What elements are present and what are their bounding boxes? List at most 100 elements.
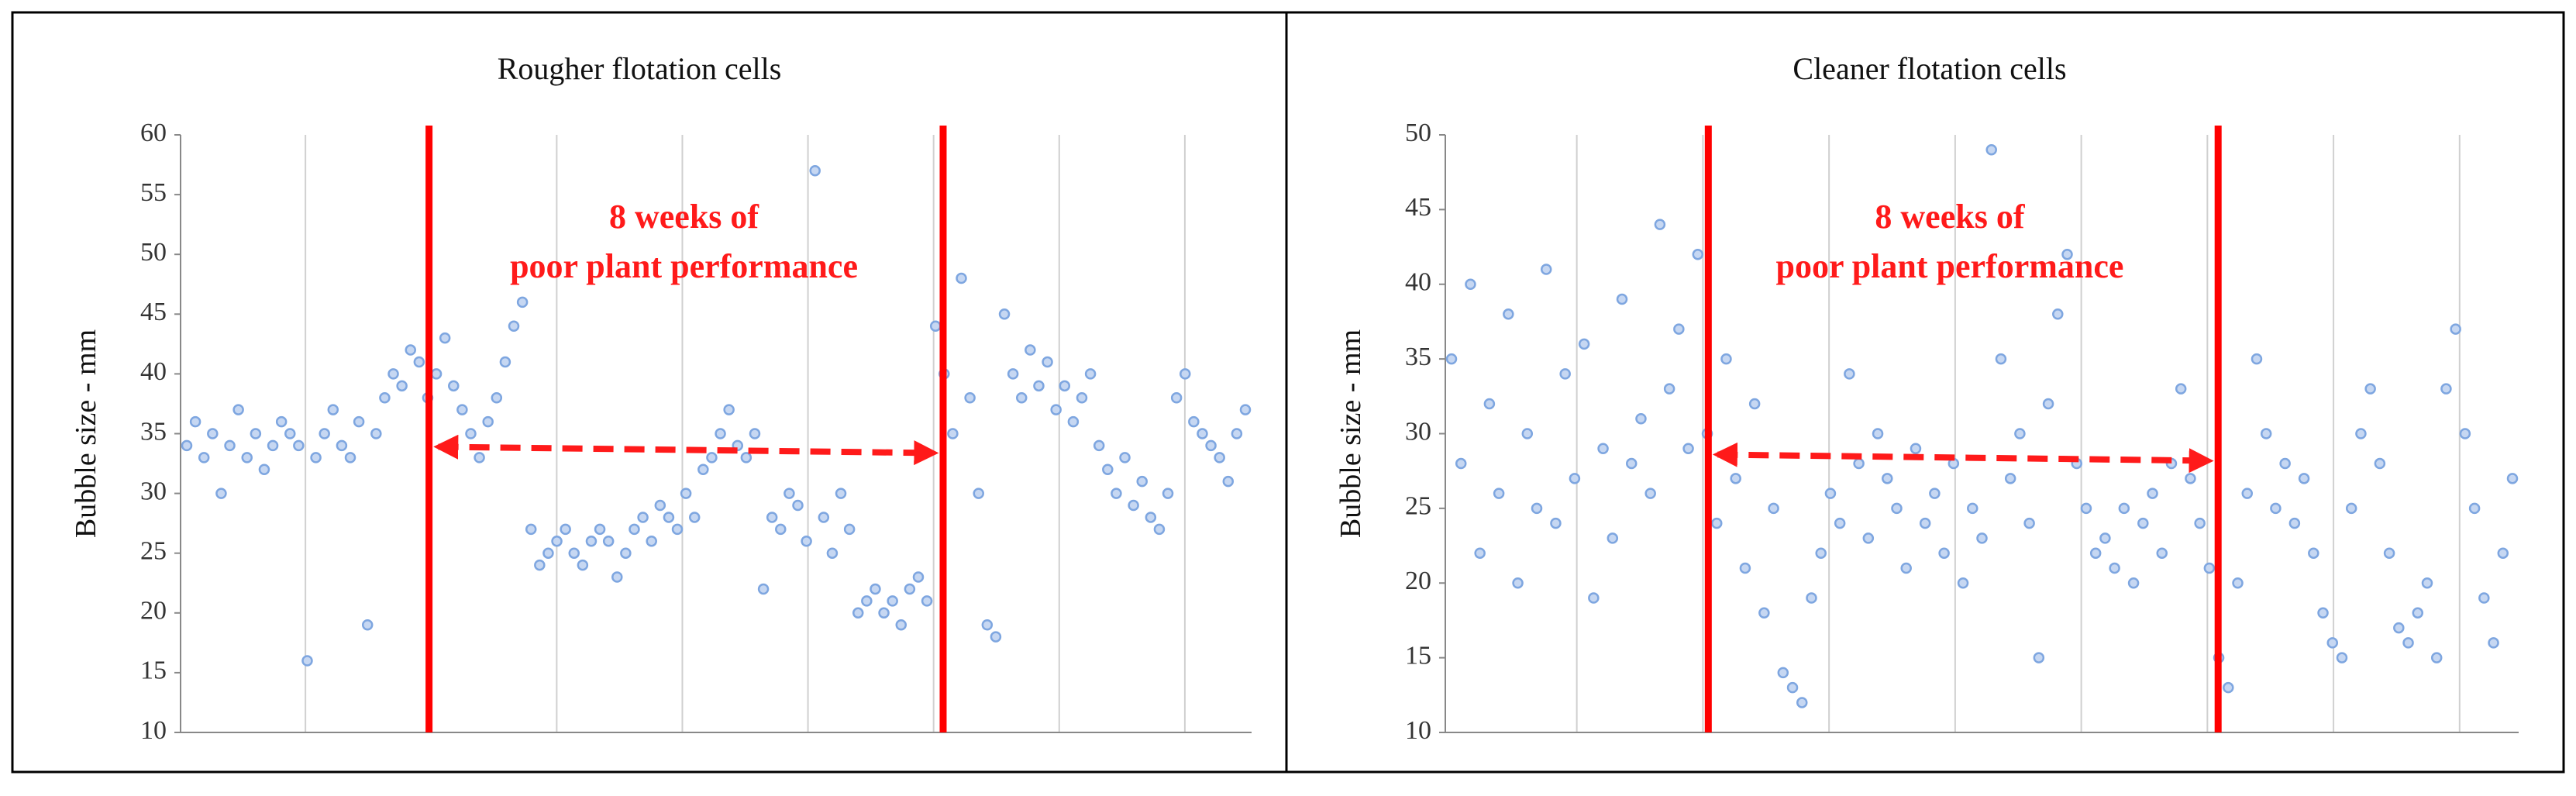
point — [2194, 517, 2206, 529]
point — [379, 391, 391, 404]
point — [878, 607, 890, 619]
point — [1231, 428, 1243, 439]
point — [2137, 517, 2149, 529]
point — [1929, 488, 1941, 499]
point — [1084, 368, 1097, 380]
y-tick-label: 40 — [1405, 268, 1431, 297]
point — [1531, 502, 1543, 515]
point — [2156, 547, 2168, 559]
point — [826, 547, 839, 559]
point — [998, 308, 1011, 320]
point — [912, 571, 925, 583]
point — [1059, 380, 1071, 392]
frame — [11, 11, 2565, 774]
point — [629, 523, 640, 536]
point — [1844, 368, 1855, 380]
point — [1170, 391, 1183, 404]
point — [1188, 415, 1200, 428]
point — [2412, 607, 2424, 619]
point — [1569, 473, 1581, 484]
point — [663, 512, 675, 523]
point — [241, 452, 253, 463]
point — [250, 428, 262, 439]
point — [1145, 512, 1157, 523]
point — [1445, 353, 1458, 365]
point — [2109, 562, 2120, 574]
point — [2468, 502, 2481, 515]
point — [757, 583, 770, 595]
point — [2004, 473, 2016, 484]
point — [465, 428, 477, 439]
point — [1834, 517, 1846, 529]
point — [2317, 607, 2329, 619]
point — [611, 571, 623, 583]
point — [1588, 592, 1600, 604]
point — [430, 368, 443, 380]
point — [181, 439, 193, 452]
point — [1768, 502, 1779, 515]
annotation: poor plant performance — [510, 247, 858, 285]
point — [275, 415, 288, 428]
point — [1483, 398, 1496, 410]
point — [835, 488, 847, 499]
point — [198, 452, 210, 463]
point — [1025, 344, 1036, 356]
point — [1758, 607, 1770, 619]
point — [1625, 457, 1638, 470]
point — [620, 547, 632, 559]
point — [361, 619, 374, 631]
y-tick-label: 45 — [1405, 193, 1431, 222]
point — [1016, 391, 1028, 404]
point — [560, 523, 571, 536]
point — [1214, 452, 1225, 463]
point — [1540, 264, 1552, 275]
point — [2127, 577, 2140, 589]
point — [2430, 652, 2443, 663]
y-tick-label: 50 — [140, 238, 167, 267]
point — [981, 619, 994, 631]
y-axis-label: Bubble size - mm — [70, 329, 102, 538]
point — [2279, 457, 2291, 470]
y-tick-label: 30 — [140, 477, 167, 505]
point — [2118, 502, 2130, 515]
point — [1862, 532, 1875, 544]
point — [671, 523, 684, 536]
point — [1559, 368, 1571, 380]
point — [2147, 488, 2158, 499]
point — [2251, 353, 2263, 365]
point — [929, 320, 942, 332]
point — [783, 488, 795, 499]
point — [861, 595, 873, 607]
point — [336, 439, 348, 452]
point — [2459, 428, 2471, 439]
point — [697, 463, 709, 476]
y-tick-label: 20 — [140, 597, 167, 625]
point — [2308, 547, 2319, 559]
point — [508, 320, 520, 332]
point — [1239, 404, 1252, 415]
point — [1465, 278, 1476, 290]
point — [688, 512, 701, 523]
point — [1682, 443, 1694, 455]
point — [1995, 353, 2007, 365]
point — [2440, 383, 2452, 395]
point — [1748, 398, 1761, 410]
point — [1786, 681, 1799, 694]
point — [516, 296, 529, 308]
point — [1730, 473, 1741, 484]
point — [258, 463, 270, 476]
point — [2080, 502, 2092, 515]
point — [1910, 443, 1922, 455]
y-tick-label: 35 — [140, 417, 167, 446]
point — [387, 368, 399, 380]
point — [215, 488, 227, 499]
y-tick-label: 15 — [1405, 641, 1431, 670]
point — [448, 380, 460, 392]
point — [2288, 517, 2301, 529]
y-tick-label: 60 — [140, 119, 167, 147]
point — [2374, 457, 2386, 470]
point — [1550, 517, 1562, 529]
period-arrow — [433, 434, 939, 466]
point — [551, 536, 563, 547]
y-tick-label: 10 — [140, 716, 167, 745]
